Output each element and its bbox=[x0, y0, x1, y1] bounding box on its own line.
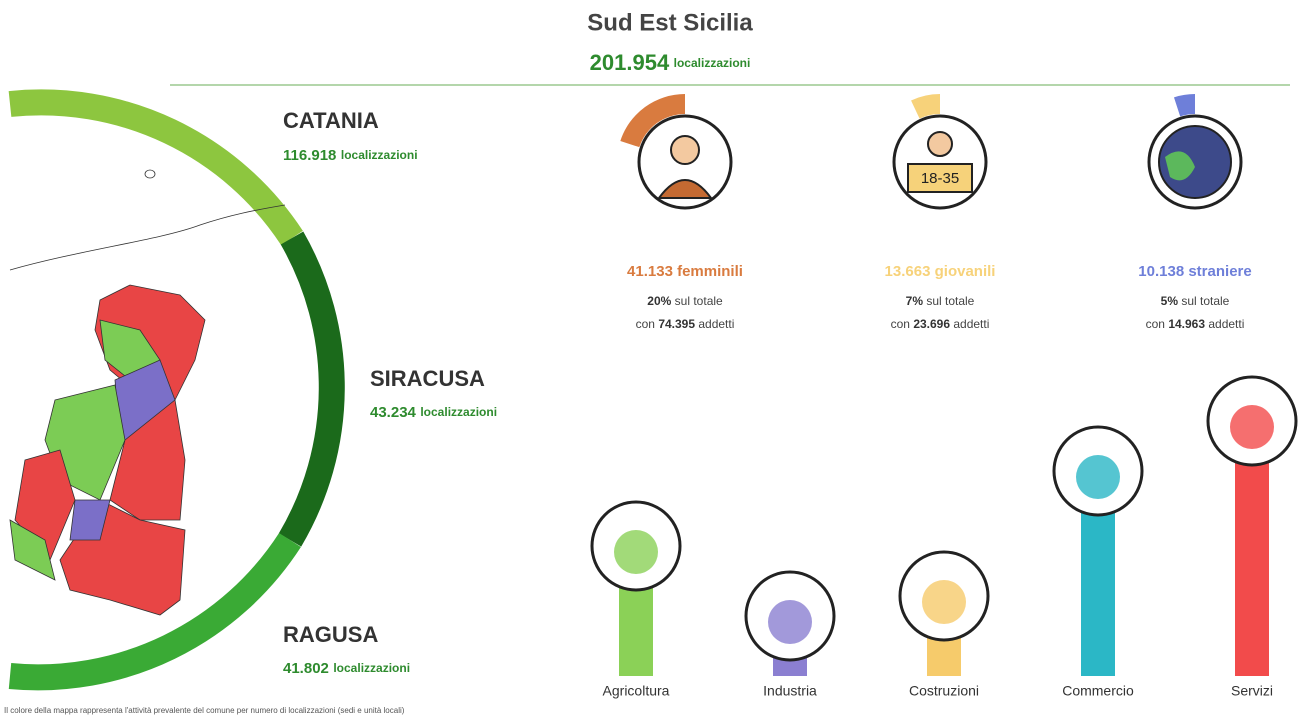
sector-label: Agricoltura bbox=[603, 683, 670, 699]
share-text: sul totale bbox=[1181, 294, 1229, 308]
unit: localizzazioni bbox=[420, 405, 497, 419]
share-wedge bbox=[1173, 94, 1195, 117]
island bbox=[144, 169, 156, 179]
unit: localizzazioni bbox=[341, 148, 418, 162]
indicator-employees: con 23.696 addetti bbox=[891, 317, 990, 331]
province-count: 43.234 localizzazioni bbox=[370, 404, 497, 421]
total-count: 201.954 bbox=[590, 50, 670, 75]
share-label: 5% bbox=[1161, 294, 1179, 308]
sectors: Agricoltura Industria Costruzioni Commercio… bbox=[590, 375, 1298, 699]
indicator-title: 10.138 straniere bbox=[1138, 263, 1251, 280]
share-wedge bbox=[911, 94, 940, 119]
count: 116.918 bbox=[283, 147, 336, 164]
map-area bbox=[69, 499, 111, 541]
map-area bbox=[9, 519, 56, 581]
sector-label: Industria bbox=[763, 683, 817, 699]
icon-head bbox=[670, 135, 700, 165]
sector-icon-inner bbox=[1230, 405, 1274, 449]
indicator-employees: con 14.963 addetti bbox=[1146, 317, 1245, 331]
count: 41.802 bbox=[283, 660, 329, 677]
indicator-count: 13.663 bbox=[885, 263, 931, 280]
province-count: 41.802 localizzazioni bbox=[283, 660, 410, 677]
title: Sud Est Sicilia bbox=[587, 9, 753, 36]
map bbox=[9, 169, 286, 616]
share-text: sul totale bbox=[926, 294, 974, 308]
coastline bbox=[9, 204, 286, 271]
indicator-share: 5% sul totale bbox=[1161, 294, 1230, 308]
prefix: con bbox=[636, 317, 655, 331]
indicator-title: 13.663 giovanili bbox=[885, 263, 996, 280]
sector-label: Servizi bbox=[1231, 683, 1273, 699]
count: 43.234 bbox=[370, 404, 417, 421]
province: RAGUSA 41.802 localizzazioni bbox=[283, 622, 410, 677]
indicator-label: straniere bbox=[1188, 263, 1251, 280]
indicator-label: femminili bbox=[677, 263, 743, 280]
footnote: Il colore della mappa rappresenta l'atti… bbox=[4, 706, 405, 715]
indicator-share: 20% sul totale bbox=[647, 294, 723, 308]
share-text: sul totale bbox=[675, 294, 723, 308]
icon-sign bbox=[907, 163, 973, 193]
province: CATANIA 116.918 localizzazioni bbox=[283, 108, 418, 164]
province-ring bbox=[8, 89, 345, 691]
total-unit: localizzazioni bbox=[674, 56, 751, 70]
province: SIRACUSA 43.234 localizzazioni bbox=[370, 366, 497, 421]
province-name: SIRACUSA bbox=[370, 366, 485, 391]
employees: 74.395 bbox=[658, 317, 695, 331]
indicator-title: 41.133 femminili bbox=[627, 263, 743, 280]
indicator-count: 10.138 bbox=[1138, 263, 1184, 280]
employees: 23.696 bbox=[913, 317, 950, 331]
ring-catania bbox=[8, 89, 303, 246]
suffix: addetti bbox=[953, 317, 989, 331]
indicator-share: 7% sul totale bbox=[906, 294, 975, 308]
employees: 14.963 bbox=[1168, 317, 1205, 331]
indicator-label: giovanili bbox=[935, 263, 996, 280]
share-label: 7% bbox=[906, 294, 924, 308]
province-count: 116.918 localizzazioni bbox=[283, 147, 418, 164]
suffix: addetti bbox=[1208, 317, 1244, 331]
ring-ragusa bbox=[8, 532, 301, 691]
prefix: con bbox=[891, 317, 910, 331]
total: 201.954 localizzazioni bbox=[590, 50, 751, 75]
share-label: 20% bbox=[647, 294, 671, 308]
icon-body bbox=[657, 179, 713, 199]
sector-label: Costruzioni bbox=[909, 683, 979, 699]
unit: localizzazioni bbox=[333, 661, 410, 675]
sector-icon-inner bbox=[768, 600, 812, 644]
indicator-employees: con 74.395 addetti bbox=[636, 317, 735, 331]
share-wedge bbox=[620, 94, 685, 148]
suffix: addetti bbox=[698, 317, 734, 331]
sector-label: Commercio bbox=[1062, 683, 1134, 699]
ring-siracusa bbox=[278, 231, 345, 547]
icon-text: 18-35 bbox=[921, 170, 959, 187]
province-name: CATANIA bbox=[283, 108, 379, 133]
sector-icon-inner bbox=[922, 580, 966, 624]
indicators: 41.133 femminili 20% sul totale con 74.395… bbox=[620, 94, 1252, 331]
prefix: con bbox=[1146, 317, 1165, 331]
icon-head bbox=[927, 131, 953, 157]
province-name: RAGUSA bbox=[283, 622, 378, 647]
icon-circle bbox=[892, 114, 988, 210]
icon-land bbox=[1165, 151, 1195, 181]
sector-icon-inner bbox=[1076, 455, 1120, 499]
sector-icon-inner bbox=[614, 530, 658, 574]
indicator-count: 41.133 bbox=[627, 263, 673, 280]
